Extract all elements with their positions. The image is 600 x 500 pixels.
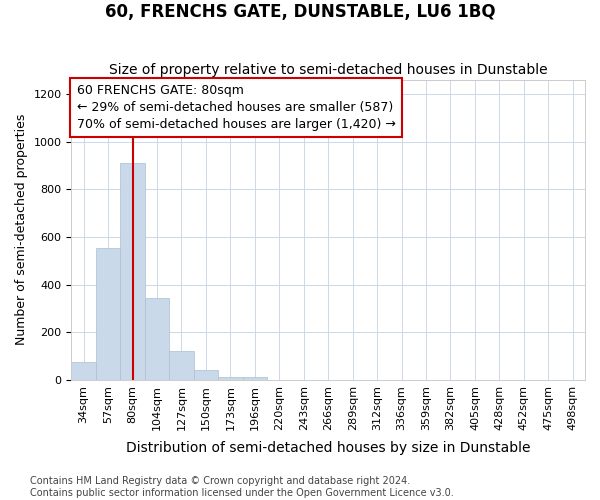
Text: 60 FRENCHS GATE: 80sqm
← 29% of semi-detached houses are smaller (587)
70% of se: 60 FRENCHS GATE: 80sqm ← 29% of semi-det… [77,84,395,131]
X-axis label: Distribution of semi-detached houses by size in Dunstable: Distribution of semi-detached houses by … [126,441,530,455]
Y-axis label: Number of semi-detached properties: Number of semi-detached properties [15,114,28,346]
Bar [194,370,218,380]
Text: 60, FRENCHS GATE, DUNSTABLE, LU6 1BQ: 60, FRENCHS GATE, DUNSTABLE, LU6 1BQ [104,2,496,21]
Bar [218,377,242,380]
Bar [121,163,145,380]
Title: Size of property relative to semi-detached houses in Dunstable: Size of property relative to semi-detach… [109,63,548,77]
Bar [145,298,169,380]
Bar [71,362,96,380]
Bar [96,248,121,380]
Text: Contains HM Land Registry data © Crown copyright and database right 2024.
Contai: Contains HM Land Registry data © Crown c… [30,476,454,498]
Bar [169,352,194,380]
Bar [242,377,267,380]
